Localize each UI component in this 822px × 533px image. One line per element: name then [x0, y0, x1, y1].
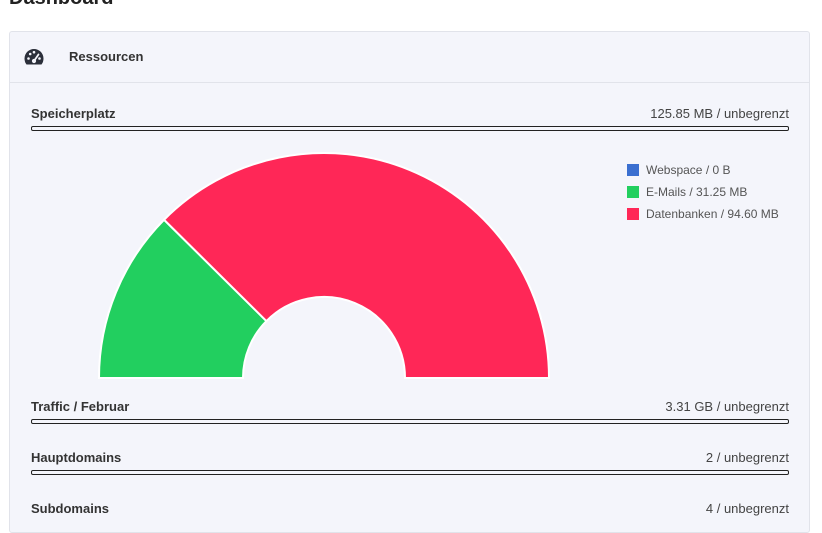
- resource-progress-bar: [31, 419, 789, 424]
- storage-doughnut-chart: [97, 152, 551, 379]
- page-title: Dashboard: [9, 0, 113, 10]
- legend-swatch: [627, 208, 639, 220]
- tachometer-icon: [24, 49, 44, 65]
- resource-value: 2 / unbegrenzt: [705, 450, 789, 465]
- resources-panel: Ressourcen Speicherplatz 125.85 MB / unb…: [9, 31, 810, 533]
- resource-value: 125.85 MB / unbegrenzt: [650, 106, 789, 121]
- legend-label: Datenbanken / 94.60 MB: [646, 207, 779, 221]
- resource-progress-bar: [31, 126, 789, 131]
- legend-label: Webspace / 0 B: [646, 163, 731, 177]
- panel-title: Ressourcen: [69, 49, 144, 64]
- resource-label: Subdomains: [31, 501, 110, 516]
- resource-progress-bar: [31, 470, 789, 475]
- chart-segment-2[interactable]: [162, 152, 551, 379]
- resource-label: Traffic / Februar: [31, 399, 130, 414]
- resource-label: Speicherplatz: [31, 106, 116, 121]
- legend-swatch: [627, 186, 639, 198]
- resource-value: 3.31 GB / unbegrenzt: [665, 399, 789, 414]
- legend-swatch: [627, 164, 639, 176]
- legend-label: E-Mails / 31.25 MB: [646, 185, 748, 199]
- resource-label: Hauptdomains: [31, 450, 122, 465]
- panel-header: Ressourcen: [10, 32, 809, 83]
- resource-value: 4 / unbegrenzt: [705, 501, 789, 516]
- chart-segment-1[interactable]: [97, 218, 268, 379]
